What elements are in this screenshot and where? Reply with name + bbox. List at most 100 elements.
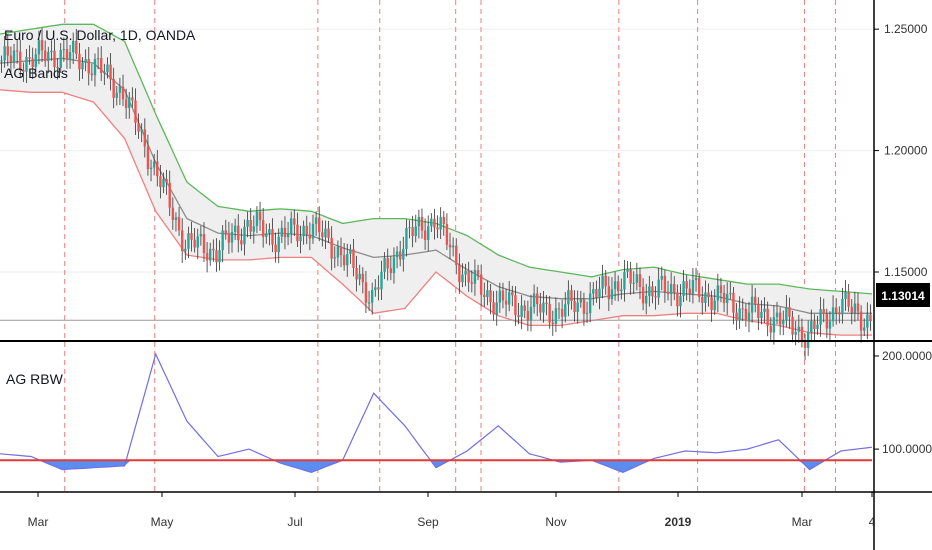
candlestick [710,290,713,322]
candlestick [6,34,9,67]
candlestick [613,271,617,301]
candlestick [237,214,240,253]
candlestick [293,209,296,237]
candlestick [398,240,402,267]
candlestick [707,283,710,307]
candlestick [349,244,352,264]
candlestick [168,170,171,217]
time-tick-label: Jul [287,515,302,529]
candlestick [610,277,614,305]
candlestick [648,275,651,307]
candlestick [152,153,156,176]
candlestick [193,227,196,253]
candlestick [423,218,427,250]
candlestick [844,280,847,311]
candlestick [218,240,221,271]
candlestick [470,270,474,293]
candlestick [620,278,623,300]
candlestick [763,297,766,323]
candlestick [106,57,109,79]
candlestick [825,308,829,339]
candlestick [803,333,807,361]
candlestick [473,259,477,296]
candlestick [735,303,738,331]
candlestick [822,298,825,323]
candlestick [280,220,284,244]
candlestick [336,240,340,267]
candlestick [461,263,464,288]
candlestick [367,290,371,311]
candlestick [28,45,31,65]
candlestick [96,47,100,70]
candlestick [0,55,3,73]
candlestick [246,211,249,238]
candlestick [75,28,78,60]
time-axis[interactable]: Mar May Jul Sep Nov 2019 Mar 4 [28,492,876,529]
candlestick [224,219,227,240]
chart-title: Euro / U.S. Dollar, 1D, OANDA [4,27,196,43]
candlestick [31,47,34,80]
candlestick [12,43,16,69]
candlestick [118,77,122,105]
candlestick [305,215,308,245]
price-tick-label: 1.25000 [884,22,928,36]
candlestick [330,226,333,271]
candlestick [511,285,514,307]
candlestick [87,46,90,86]
price-axis[interactable]: 1.25000 1.20000 1.15000 [874,22,928,279]
candlestick [71,32,75,65]
indicator-label-ag-bands: AG Bands [4,65,68,81]
candlestick [539,292,542,321]
candlestick [261,207,265,248]
candlestick [442,211,445,236]
candlestick [34,48,38,76]
candlestick [514,286,517,326]
candlestick [380,260,383,300]
candlestick [184,239,187,260]
candlestick [109,52,112,91]
candlestick [592,281,595,306]
candlestick [598,276,601,310]
candlestick [131,87,134,108]
candlestick [819,297,822,337]
price-pane[interactable]: Euro / U.S. Dollar, 1D, OANDA AG Bands [0,0,873,491]
candlestick [548,295,551,329]
candlestick [205,242,209,273]
candlestick [750,284,754,323]
rbw-axis[interactable]: 200.0000 100.0000 [874,349,932,456]
candlestick [386,248,389,281]
candlestick [430,213,433,232]
candlestick [383,252,386,280]
candlestick [838,306,841,324]
candlestick [65,37,69,69]
candlestick [744,303,748,327]
candlestick [657,267,660,305]
candlestick [866,302,869,340]
candlestick [265,223,268,244]
candlestick [209,242,212,266]
candlestick [679,284,682,318]
candlestick [863,318,866,337]
rbw-pane[interactable]: AG RBW [0,352,873,474]
candlestick [570,284,573,310]
candlestick [268,223,271,246]
candlestick [93,53,97,87]
candlestick [202,222,206,262]
candlestick [479,264,483,307]
candlestick [103,63,106,86]
candlestick [688,279,692,302]
candlestick [370,282,374,315]
candlestick [576,290,579,324]
candlestick [669,272,673,307]
candlestick [9,46,13,73]
candlestick [134,88,137,136]
time-tick-label: Mar [28,515,49,529]
last-price-value: 1.13014 [881,289,925,303]
candlestick [283,216,287,250]
candlestick [25,49,28,83]
candlestick [47,46,50,74]
candlestick [433,208,436,240]
candlestick [694,267,698,292]
candlestick [339,237,343,268]
